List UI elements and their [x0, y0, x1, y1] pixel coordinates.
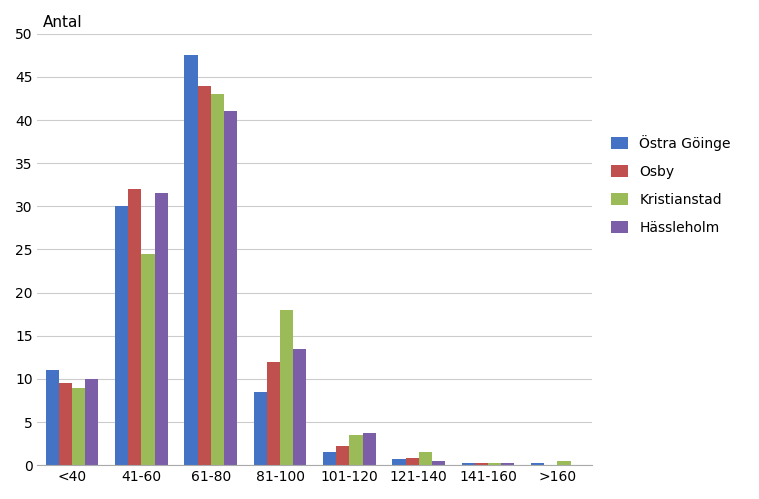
Bar: [141, 254, 155, 465]
Bar: [488, 463, 501, 465]
Bar: [211, 94, 224, 465]
Bar: [461, 463, 475, 465]
Bar: [85, 379, 99, 465]
Legend: Östra Göinge, Osby, Kristianstad, Hässleholm: Östra Göinge, Osby, Kristianstad, Hässle…: [604, 128, 738, 242]
Bar: [184, 55, 197, 465]
Bar: [254, 392, 267, 465]
Bar: [557, 461, 571, 465]
Bar: [432, 461, 445, 465]
Bar: [128, 189, 141, 465]
Bar: [392, 459, 405, 465]
Text: Antal: Antal: [43, 14, 83, 29]
Bar: [363, 433, 376, 465]
Bar: [419, 452, 432, 465]
Bar: [293, 349, 307, 465]
Bar: [115, 207, 128, 465]
Bar: [280, 310, 293, 465]
Bar: [197, 86, 211, 465]
Bar: [323, 452, 336, 465]
Bar: [501, 464, 515, 465]
Bar: [59, 383, 72, 465]
Bar: [349, 435, 363, 465]
Bar: [336, 446, 349, 465]
Bar: [224, 111, 237, 465]
Bar: [267, 362, 280, 465]
Bar: [405, 458, 419, 465]
Bar: [475, 463, 488, 465]
Bar: [46, 370, 59, 465]
Bar: [531, 463, 544, 465]
Bar: [155, 194, 168, 465]
Bar: [72, 388, 85, 465]
